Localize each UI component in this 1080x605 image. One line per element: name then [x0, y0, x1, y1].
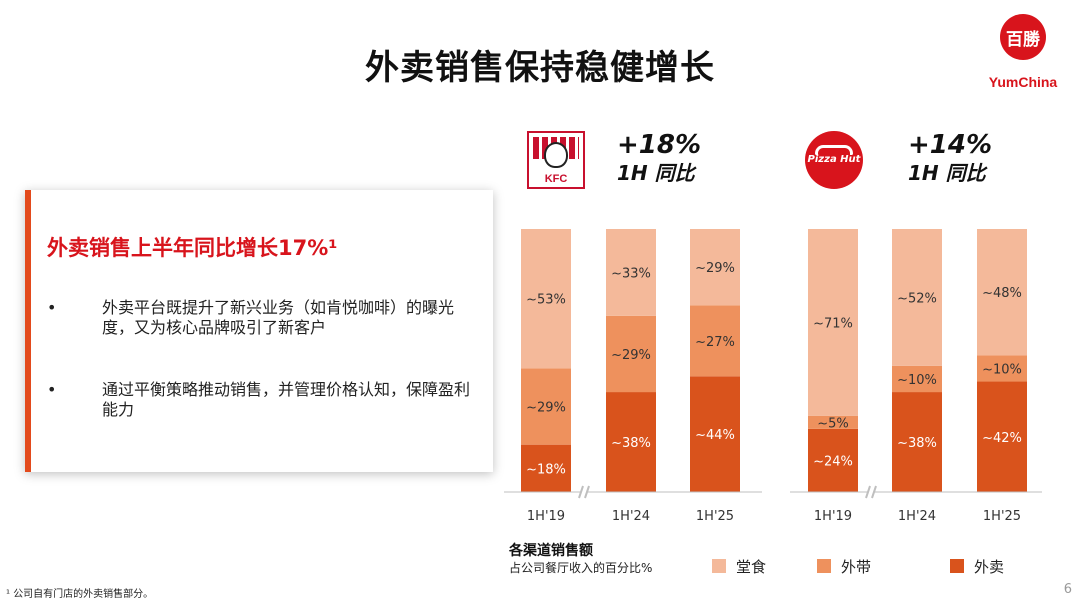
data-label: ~38%: [897, 436, 937, 451]
data-label: ~18%: [526, 462, 566, 477]
footnote: ¹ 公司自有门店的外卖销售部分。: [6, 589, 154, 600]
tick-label: 1H'24: [898, 509, 936, 524]
card-heading: 外卖销售上半年同比增长17%¹: [47, 236, 338, 260]
yumchina-mark-icon: 百勝: [1000, 14, 1046, 60]
bar-segment: [808, 415, 858, 429]
bar-segment: [808, 229, 858, 416]
bar-segment: [521, 229, 571, 369]
pizza-hut-growth-value: +14%: [908, 130, 993, 160]
legend-subtitle: 占公司餐厅收入的百分比%: [509, 561, 653, 575]
page-title: 外卖销售保持稳健增长: [365, 48, 715, 88]
pizza-hut-logo-icon: Pizza Hut: [805, 131, 863, 189]
axis-break-gap: [868, 486, 874, 498]
yumchina-logo: 百勝 YumChina: [980, 14, 1066, 94]
bar-segment: [892, 392, 942, 492]
legend-title: 各渠道销售额: [509, 543, 593, 559]
pizza-hut-growth: +14% 1H 同比: [908, 131, 992, 186]
kfc-growth-label: 1H 同比: [617, 161, 695, 185]
tick-label: 1H'25: [983, 509, 1021, 524]
axis-break-mark: [584, 485, 590, 499]
data-label: ~10%: [982, 362, 1022, 377]
bullet-text: 通过平衡策略推动销售，并管理价格认知，保障盈利能力: [102, 380, 471, 419]
pizza-hut-growth-label: 1H 同比: [908, 161, 986, 185]
tick-label: 1H'19: [527, 509, 565, 524]
legend-label: 外卖: [974, 558, 1005, 576]
axis-break-mark: [865, 485, 871, 499]
tick-label: 1H'19: [814, 509, 852, 524]
legend-swatch: [817, 559, 831, 573]
axis-break-mark: [578, 485, 584, 499]
bar-segment: [808, 428, 858, 492]
page-number: 6: [1063, 582, 1072, 597]
bullet-dot: •: [47, 380, 57, 399]
legend-label: 外带: [841, 558, 872, 576]
data-label: ~33%: [611, 266, 651, 281]
axis-break-mark: [871, 485, 877, 499]
data-label: ~24%: [813, 454, 853, 469]
bar-segment: [606, 392, 656, 492]
tick-label: 1H'24: [612, 509, 650, 524]
data-label: ~38%: [611, 436, 651, 451]
data-label: ~44%: [695, 428, 735, 443]
highlight-card: 外卖销售上半年同比增长17%¹ • 外卖平台既提升了新兴业务（如肯悦咖啡）的曝光…: [25, 190, 493, 472]
pizza-hut-logo-text: Pizza Hut: [807, 154, 861, 165]
data-label: ~10%: [897, 373, 937, 388]
kfc-growth-value: +18%: [617, 130, 702, 160]
kfc-growth: +18% 1H 同比: [617, 131, 701, 186]
data-label: ~29%: [526, 401, 566, 416]
data-label: ~29%: [611, 348, 651, 363]
axis-break-gap: [581, 486, 587, 498]
kfc-logo-icon: KFC: [527, 131, 585, 189]
bullet-text: 外卖平台既提升了新兴业务（如肯悦咖啡）的曝光度，又为核心品牌吸引了新客户: [102, 298, 455, 337]
pizza-hut-roof: [815, 145, 853, 155]
bar-segment: [690, 229, 740, 306]
data-label: ~53%: [526, 293, 566, 308]
bar-segment: [521, 444, 571, 492]
legend-swatch: [950, 559, 964, 573]
bar-segment: [606, 229, 656, 316]
kfc-logo-text: KFC: [544, 173, 568, 185]
bar-segment: [892, 229, 942, 366]
legend-swatch: [712, 559, 726, 573]
bar-segment: [977, 381, 1027, 492]
bar-segment: [977, 229, 1027, 356]
bar-segment: [690, 305, 740, 377]
bar-segment: [977, 355, 1027, 382]
legend-label: 堂食: [736, 558, 767, 576]
data-label: ~71%: [813, 316, 853, 331]
kfc-colonel-face: [544, 142, 568, 168]
bar-segment: [521, 368, 571, 445]
tick-label: 1H'25: [696, 509, 734, 524]
data-label: ~42%: [982, 431, 1022, 446]
data-label: ~52%: [897, 291, 937, 306]
data-label: ~27%: [695, 335, 735, 350]
data-label: ~48%: [982, 286, 1022, 301]
bar-segment: [606, 315, 656, 393]
yumchina-wordmark: YumChina: [988, 74, 1058, 90]
bar-segment: [690, 376, 740, 492]
data-label: ~5%: [817, 416, 849, 431]
data-label: ~29%: [695, 261, 735, 276]
bullet-dot: •: [47, 298, 57, 317]
bar-segment: [892, 365, 942, 393]
card-accent-bar: [25, 190, 31, 472]
